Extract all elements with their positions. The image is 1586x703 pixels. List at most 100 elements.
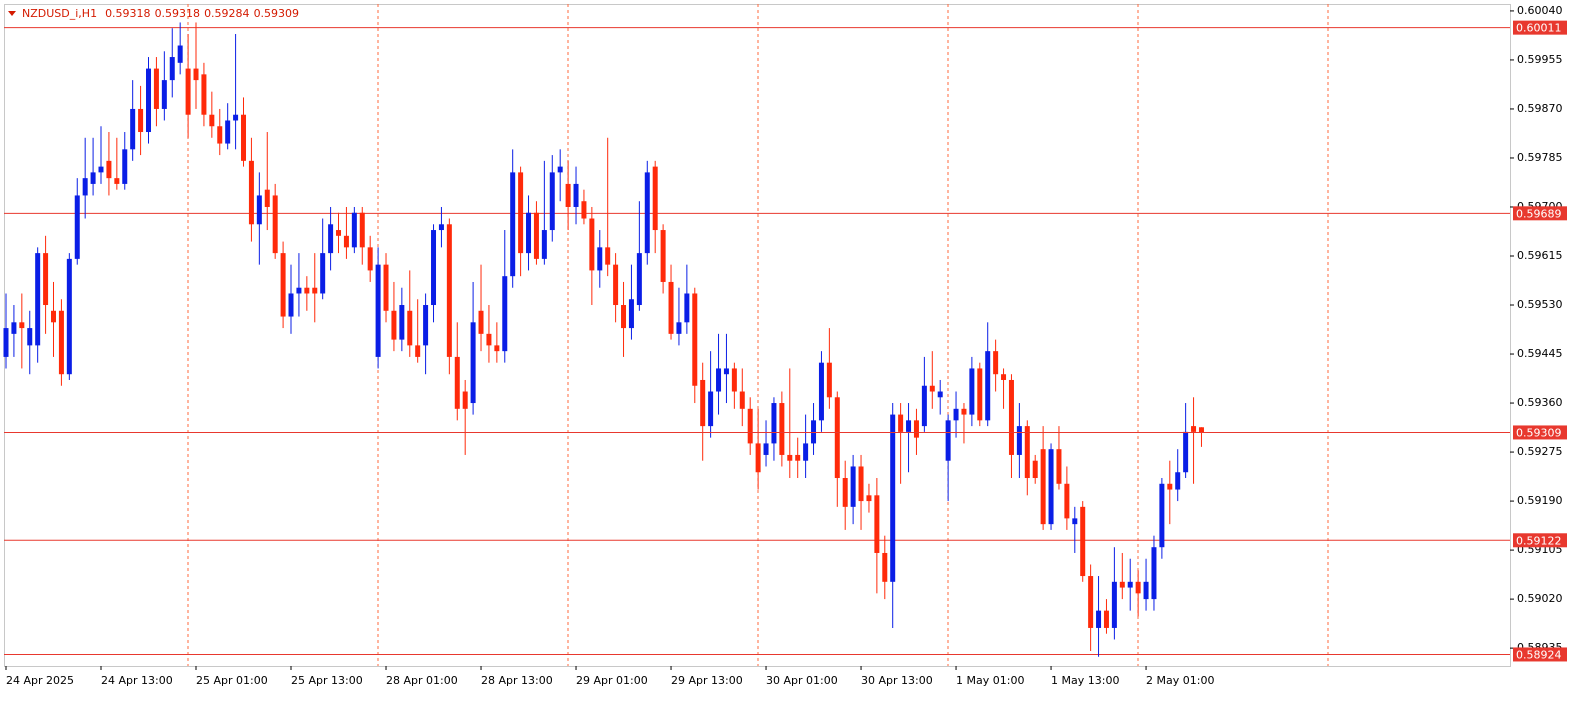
- candle-body: [1001, 374, 1007, 380]
- candle-body: [1008, 379, 1014, 455]
- candle-body: [1111, 581, 1117, 628]
- candle-body: [248, 160, 254, 225]
- candle-body: [692, 293, 698, 386]
- candle-body: [153, 68, 159, 109]
- symbol-header: NZDUSD_i,H1 0.59318 0.59318 0.59284 0.59309: [22, 7, 299, 20]
- candle-body: [613, 264, 619, 306]
- x-tick-label: 30 Apr 13:00: [861, 674, 933, 687]
- candle-body: [739, 391, 745, 409]
- y-tick-label: 0.59955: [1517, 53, 1563, 66]
- candle-body: [644, 172, 650, 254]
- candle-body: [874, 495, 880, 553]
- candle-body: [1167, 483, 1173, 490]
- candle-body: [233, 114, 239, 121]
- candle-body: [913, 420, 919, 438]
- candle-body: [296, 287, 302, 294]
- candle-body: [367, 247, 373, 271]
- header-open: 0.59318: [105, 7, 151, 20]
- candle-body: [890, 414, 896, 582]
- candle-body: [1040, 449, 1046, 525]
- candle-body: [1191, 426, 1197, 432]
- candle-body: [193, 68, 199, 81]
- candle-body: [98, 166, 104, 173]
- candle-body: [676, 322, 682, 334]
- candle-body: [1198, 427, 1204, 433]
- candle-body: [716, 368, 722, 392]
- candle-body: [438, 224, 444, 231]
- candle-body: [921, 385, 927, 427]
- candle-body: [3, 328, 9, 357]
- candle-body: [906, 420, 912, 432]
- candle-body: [375, 264, 381, 357]
- candle-body: [217, 126, 223, 144]
- candle-body: [1159, 483, 1165, 548]
- candle-body: [898, 414, 904, 432]
- candle-body: [842, 478, 848, 507]
- candle-body: [66, 258, 72, 375]
- candle-body: [1143, 581, 1149, 600]
- candle-body: [581, 201, 587, 219]
- candle-body: [866, 495, 872, 502]
- candle-body: [359, 212, 365, 248]
- candle-body: [415, 345, 421, 357]
- candle-body: [383, 264, 389, 311]
- candle-body: [850, 466, 856, 507]
- candle-body: [11, 322, 17, 334]
- candle-body: [589, 218, 595, 271]
- candle-body: [343, 235, 349, 248]
- candle-body: [280, 253, 286, 317]
- price-label: 0.58924: [1516, 648, 1562, 661]
- candle-body: [597, 247, 603, 271]
- candle-body: [431, 230, 437, 306]
- candle-body: [700, 379, 706, 427]
- candle-body: [51, 310, 57, 323]
- candle-body: [470, 322, 476, 404]
- candle-body: [1183, 431, 1189, 473]
- x-tick-label: 25 Apr 01:00: [196, 674, 268, 687]
- candle-body: [1103, 610, 1109, 628]
- candle-body: [130, 108, 136, 150]
- candle-body: [1016, 426, 1022, 455]
- candle-body: [565, 183, 571, 207]
- candle-body: [652, 166, 658, 231]
- candle-body: [351, 212, 357, 248]
- candle-body: [486, 333, 492, 346]
- candle-body: [708, 391, 714, 427]
- price-label: 0.59689: [1516, 207, 1562, 220]
- candle-body: [114, 178, 120, 184]
- candle-body: [201, 74, 207, 115]
- candle-body: [993, 351, 999, 375]
- collapse-arrow[interactable]: [8, 11, 16, 16]
- header-low: 0.59284: [204, 7, 250, 20]
- candle-body: [573, 183, 579, 207]
- candle-body: [478, 310, 484, 334]
- candle-body: [106, 160, 112, 179]
- y-tick-label: 0.59785: [1517, 151, 1563, 164]
- candle-body: [146, 68, 152, 133]
- x-tick-label: 29 Apr 01:00: [576, 674, 648, 687]
- x-tick-label: 25 Apr 13:00: [291, 674, 363, 687]
- y-tick-label: 0.59530: [1517, 298, 1563, 311]
- candle-body: [82, 178, 88, 196]
- candle-body: [161, 80, 167, 109]
- candle-body: [747, 408, 753, 444]
- candle-body: [35, 253, 41, 346]
- x-tick-label: 30 Apr 01:00: [766, 674, 838, 687]
- candle-body: [723, 368, 729, 375]
- candle-body: [494, 345, 500, 352]
- candle-body: [763, 443, 769, 455]
- candle-body: [27, 328, 33, 346]
- x-tick-label: 28 Apr 13:00: [481, 674, 553, 687]
- candle-body: [312, 287, 318, 294]
- price-label-bg: [1513, 425, 1567, 440]
- x-tick-label: 24 Apr 13:00: [101, 674, 173, 687]
- price-label: 0.59309: [1516, 426, 1562, 439]
- y-tick-label: 0.59190: [1517, 494, 1563, 507]
- symbol-title: NZDUSD_i,H1: [22, 7, 97, 20]
- candle-body: [328, 224, 334, 254]
- candle-body: [787, 454, 793, 461]
- candle-body: [660, 230, 666, 282]
- price-label-bg: [1513, 20, 1567, 35]
- price-label: 0.60011: [1516, 22, 1562, 35]
